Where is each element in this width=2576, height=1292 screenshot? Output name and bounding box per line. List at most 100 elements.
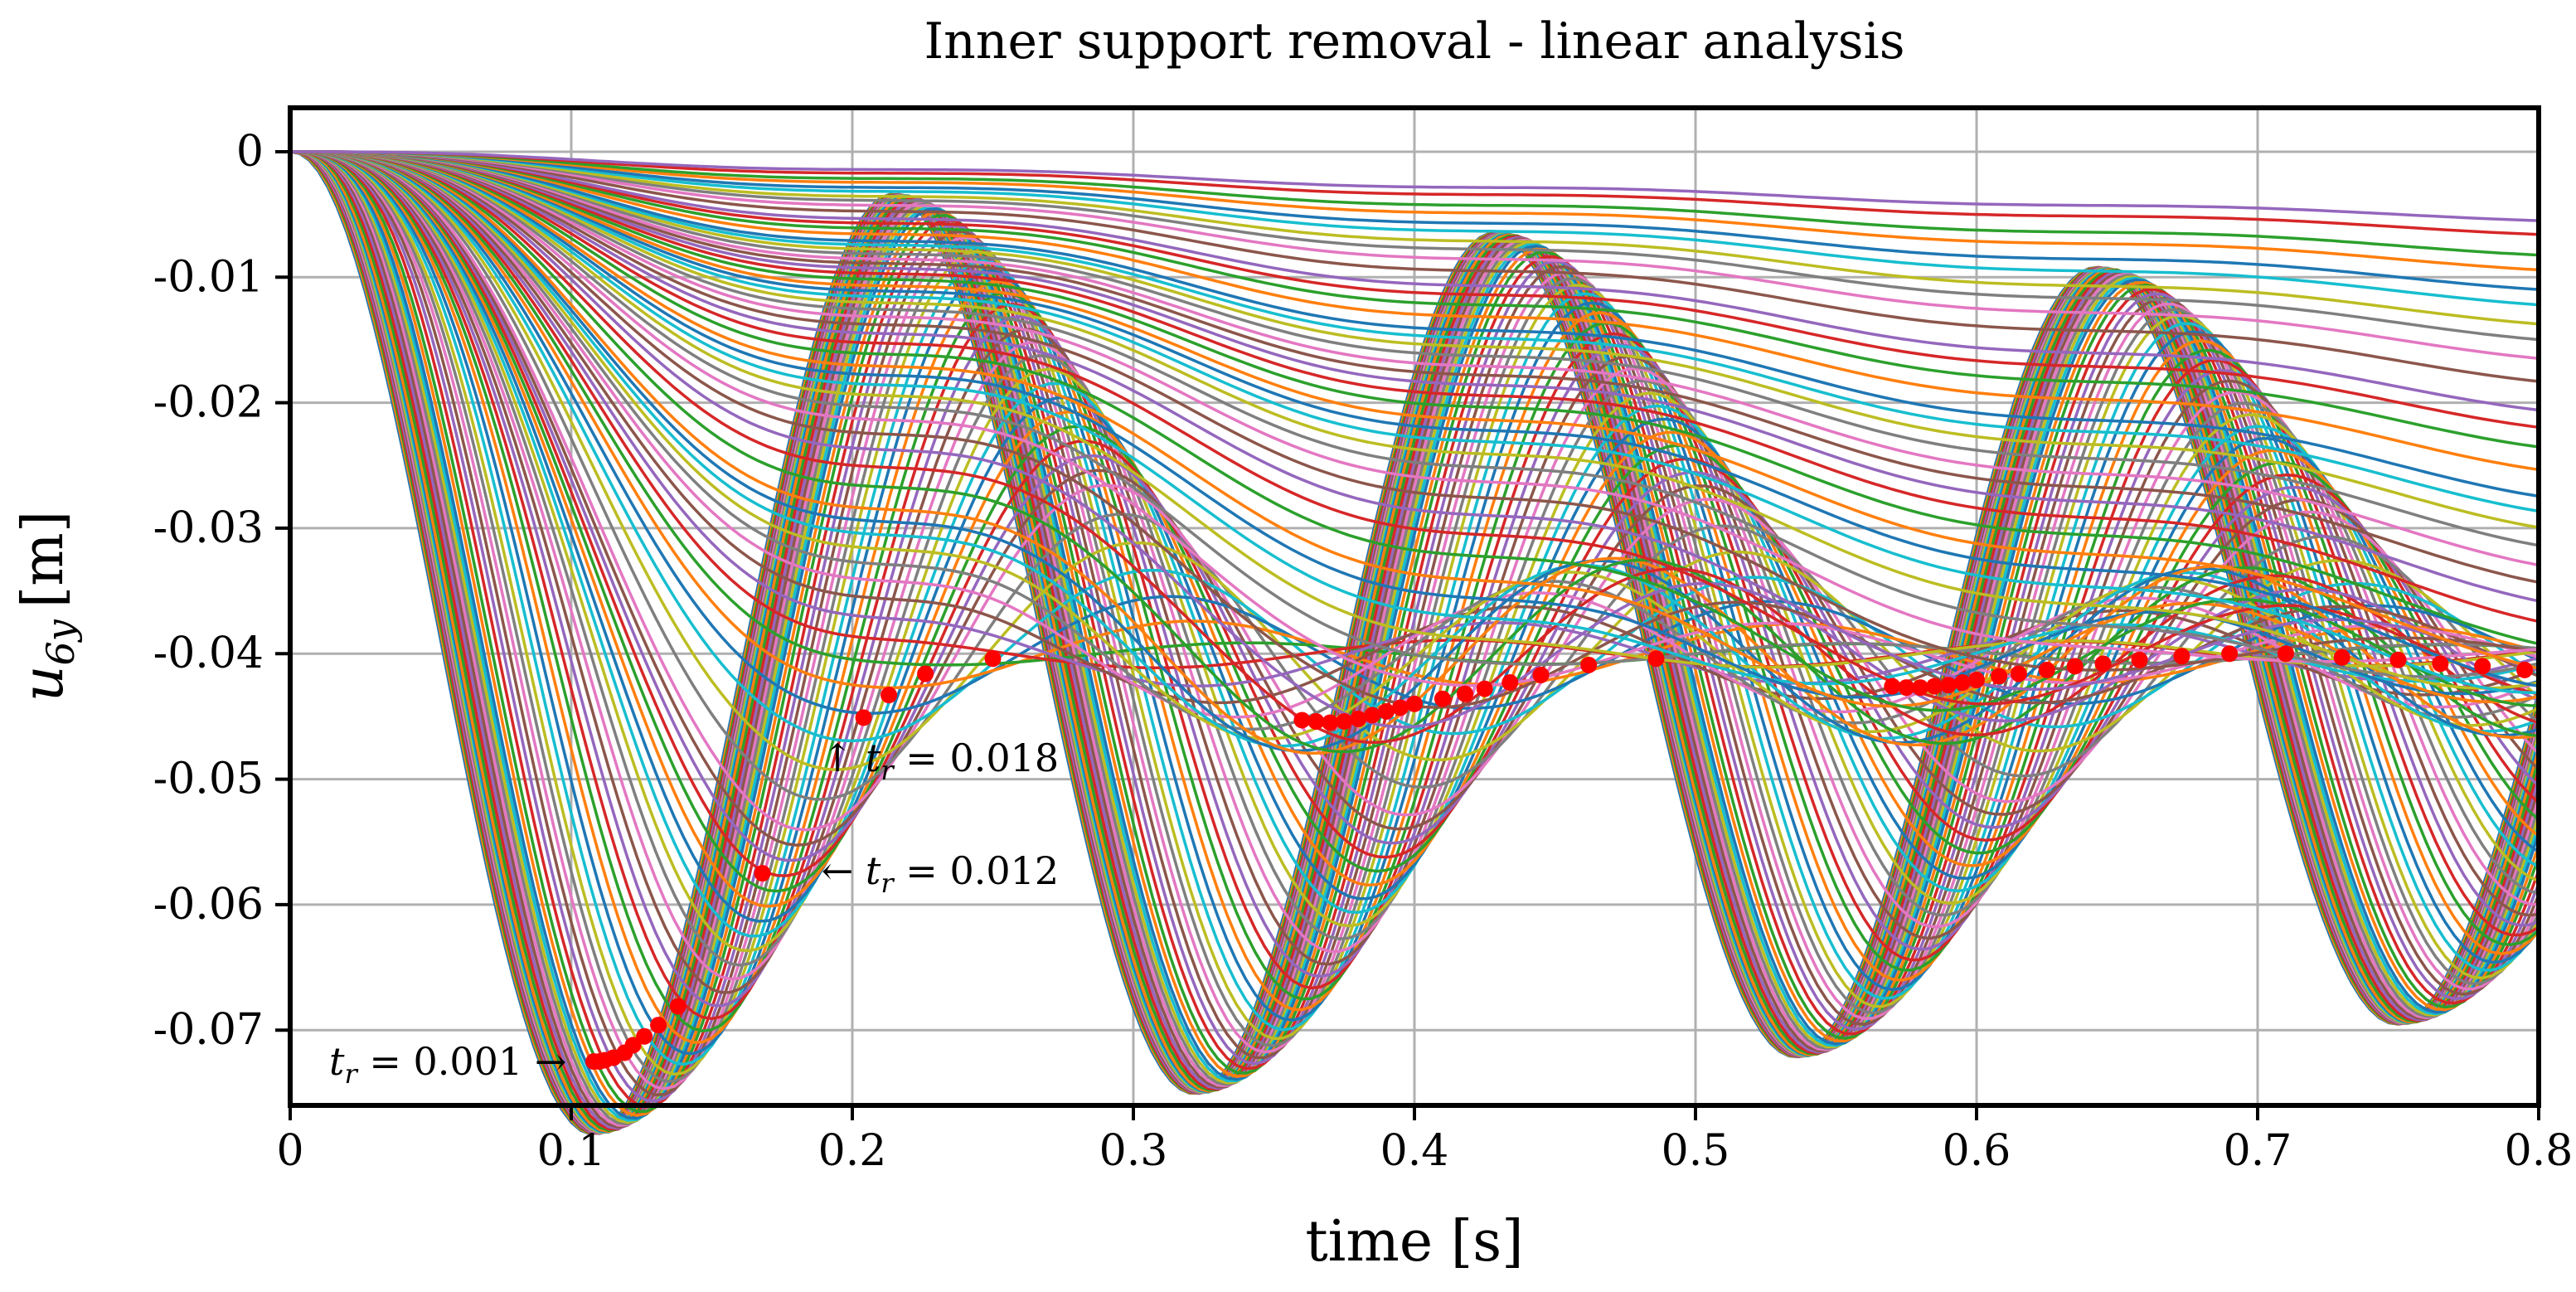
annotation-label: ↑ tr = 0.018 bbox=[822, 736, 1059, 786]
response-curve-72 bbox=[290, 150, 2540, 712]
peak-marker bbox=[1293, 712, 1311, 729]
peak-marker bbox=[1364, 707, 1381, 724]
peak-marker bbox=[1501, 674, 1519, 692]
response-curve-69 bbox=[290, 150, 2540, 686]
x-tick-label: 0.2 bbox=[818, 1126, 887, 1176]
response-curve-24 bbox=[290, 150, 2540, 1103]
y-tick-label: -0.04 bbox=[153, 629, 264, 678]
peak-marker bbox=[1378, 702, 1395, 720]
annotation-label: ← tr = 0.012 bbox=[822, 848, 1059, 899]
peak-marker bbox=[1991, 668, 2008, 685]
peak-marker bbox=[1406, 695, 1423, 712]
y-tick-label: -0.03 bbox=[153, 503, 264, 553]
response-curve-87 bbox=[290, 150, 2540, 547]
peak-marker bbox=[2432, 655, 2449, 673]
peak-marker bbox=[917, 665, 934, 682]
y-axis-subscript: 6y bbox=[38, 619, 83, 665]
peak-marker bbox=[1434, 690, 1451, 707]
response-curve-91 bbox=[290, 150, 2540, 472]
response-curve-76 bbox=[290, 150, 2540, 663]
response-curve-99 bbox=[290, 150, 2540, 307]
chart-title: Inner support removal - linear analysis bbox=[924, 12, 1904, 70]
peak-marker bbox=[2333, 648, 2350, 666]
peak-marker bbox=[984, 650, 1002, 668]
response-curve-63 bbox=[290, 150, 2540, 744]
response-curve-74 bbox=[290, 150, 2540, 691]
response-curve-41 bbox=[290, 150, 2540, 908]
peak-marker bbox=[636, 1027, 653, 1045]
response-curve-56 bbox=[290, 150, 2540, 719]
response-curve-11 bbox=[289, 150, 2540, 1134]
y-axis-unit: [m] bbox=[11, 511, 76, 609]
y-axis-label: u6y [m] bbox=[11, 511, 83, 702]
response-curve-101 bbox=[290, 150, 2540, 272]
response-curve-57 bbox=[290, 150, 2540, 731]
x-tick-label: 0.1 bbox=[537, 1126, 606, 1176]
peak-marker bbox=[1532, 666, 1550, 683]
response-curve-48 bbox=[290, 150, 2540, 771]
tick-marks bbox=[275, 149, 2540, 1120]
response-curve-90 bbox=[290, 150, 2540, 498]
x-tick-label: 0.6 bbox=[1943, 1126, 2011, 1176]
response-curve-30 bbox=[290, 150, 2540, 1056]
y-tick-label: -0.07 bbox=[153, 1005, 264, 1055]
response-curve-79 bbox=[290, 150, 2540, 694]
peak-marker bbox=[855, 709, 872, 726]
response-curve-85 bbox=[290, 150, 2540, 584]
response-curve-96 bbox=[290, 150, 2540, 360]
peak-marker bbox=[754, 865, 771, 882]
response-curve-81 bbox=[290, 150, 2540, 670]
peak-marker bbox=[1580, 656, 1598, 673]
y-tick-label: -0.02 bbox=[153, 378, 264, 428]
peak-marker bbox=[1392, 699, 1409, 716]
response-curve-77 bbox=[290, 150, 2540, 678]
response-curve-88 bbox=[290, 150, 2540, 529]
peak-marker bbox=[2277, 645, 2294, 663]
response-curve-82 bbox=[290, 150, 2540, 646]
peak-marker bbox=[2474, 658, 2491, 675]
peak-marker bbox=[2010, 665, 2027, 682]
response-curve-40 bbox=[290, 150, 2540, 923]
y-axis-symbol: u bbox=[11, 666, 76, 702]
response-curve-80 bbox=[290, 150, 2540, 688]
y-tick-label: -0.05 bbox=[153, 755, 264, 804]
response-curve-89 bbox=[290, 150, 2540, 513]
response-curve-95 bbox=[290, 150, 2540, 383]
response-curve-71 bbox=[290, 150, 2540, 708]
x-tick-label: 0.8 bbox=[2505, 1126, 2574, 1176]
response-curve-73 bbox=[290, 150, 2540, 706]
x-tick-label: 0.4 bbox=[1380, 1126, 1449, 1176]
response-curve-51 bbox=[290, 150, 2540, 689]
peak-marker bbox=[2516, 661, 2534, 678]
peak-marker bbox=[1476, 680, 1493, 697]
response-curve-35 bbox=[290, 150, 2540, 994]
x-tick-label: 0.5 bbox=[1662, 1126, 1730, 1176]
y-tick-label: 0 bbox=[236, 127, 264, 177]
y-tick-label: -0.01 bbox=[153, 252, 264, 302]
peak-markers bbox=[585, 645, 2534, 1071]
response-curve-32 bbox=[290, 150, 2540, 1032]
response-curve-97 bbox=[290, 150, 2540, 342]
peak-marker bbox=[2389, 651, 2407, 668]
response-curve-102 bbox=[290, 150, 2540, 257]
response-curve-15 bbox=[289, 150, 2540, 1129]
response-curve-45 bbox=[290, 150, 2540, 847]
x-tick-label: 0.3 bbox=[1099, 1126, 1168, 1176]
response-curve-92 bbox=[290, 150, 2540, 449]
response-curve-93 bbox=[290, 150, 2540, 430]
y-tick-label: -0.06 bbox=[153, 880, 264, 930]
response-curve-86 bbox=[290, 150, 2540, 567]
peak-marker bbox=[2038, 661, 2055, 678]
peak-marker bbox=[1940, 677, 1957, 694]
peak-marker bbox=[1884, 678, 1901, 695]
x-tick-labels: 0 0.1 0.2 0.3 0.4 0.5 0.6 0.7 0.8 bbox=[276, 1126, 2573, 1176]
peak-marker bbox=[650, 1017, 667, 1034]
peak-marker bbox=[2094, 655, 2112, 673]
peak-marker bbox=[1350, 710, 1367, 727]
y-tick-labels: 0 -0.01 -0.02 -0.03 -0.04 -0.05 -0.06 -0.07 bbox=[153, 127, 264, 1055]
peak-marker bbox=[669, 998, 686, 1015]
peak-marker bbox=[2221, 645, 2239, 663]
peak-marker bbox=[1457, 685, 1474, 702]
